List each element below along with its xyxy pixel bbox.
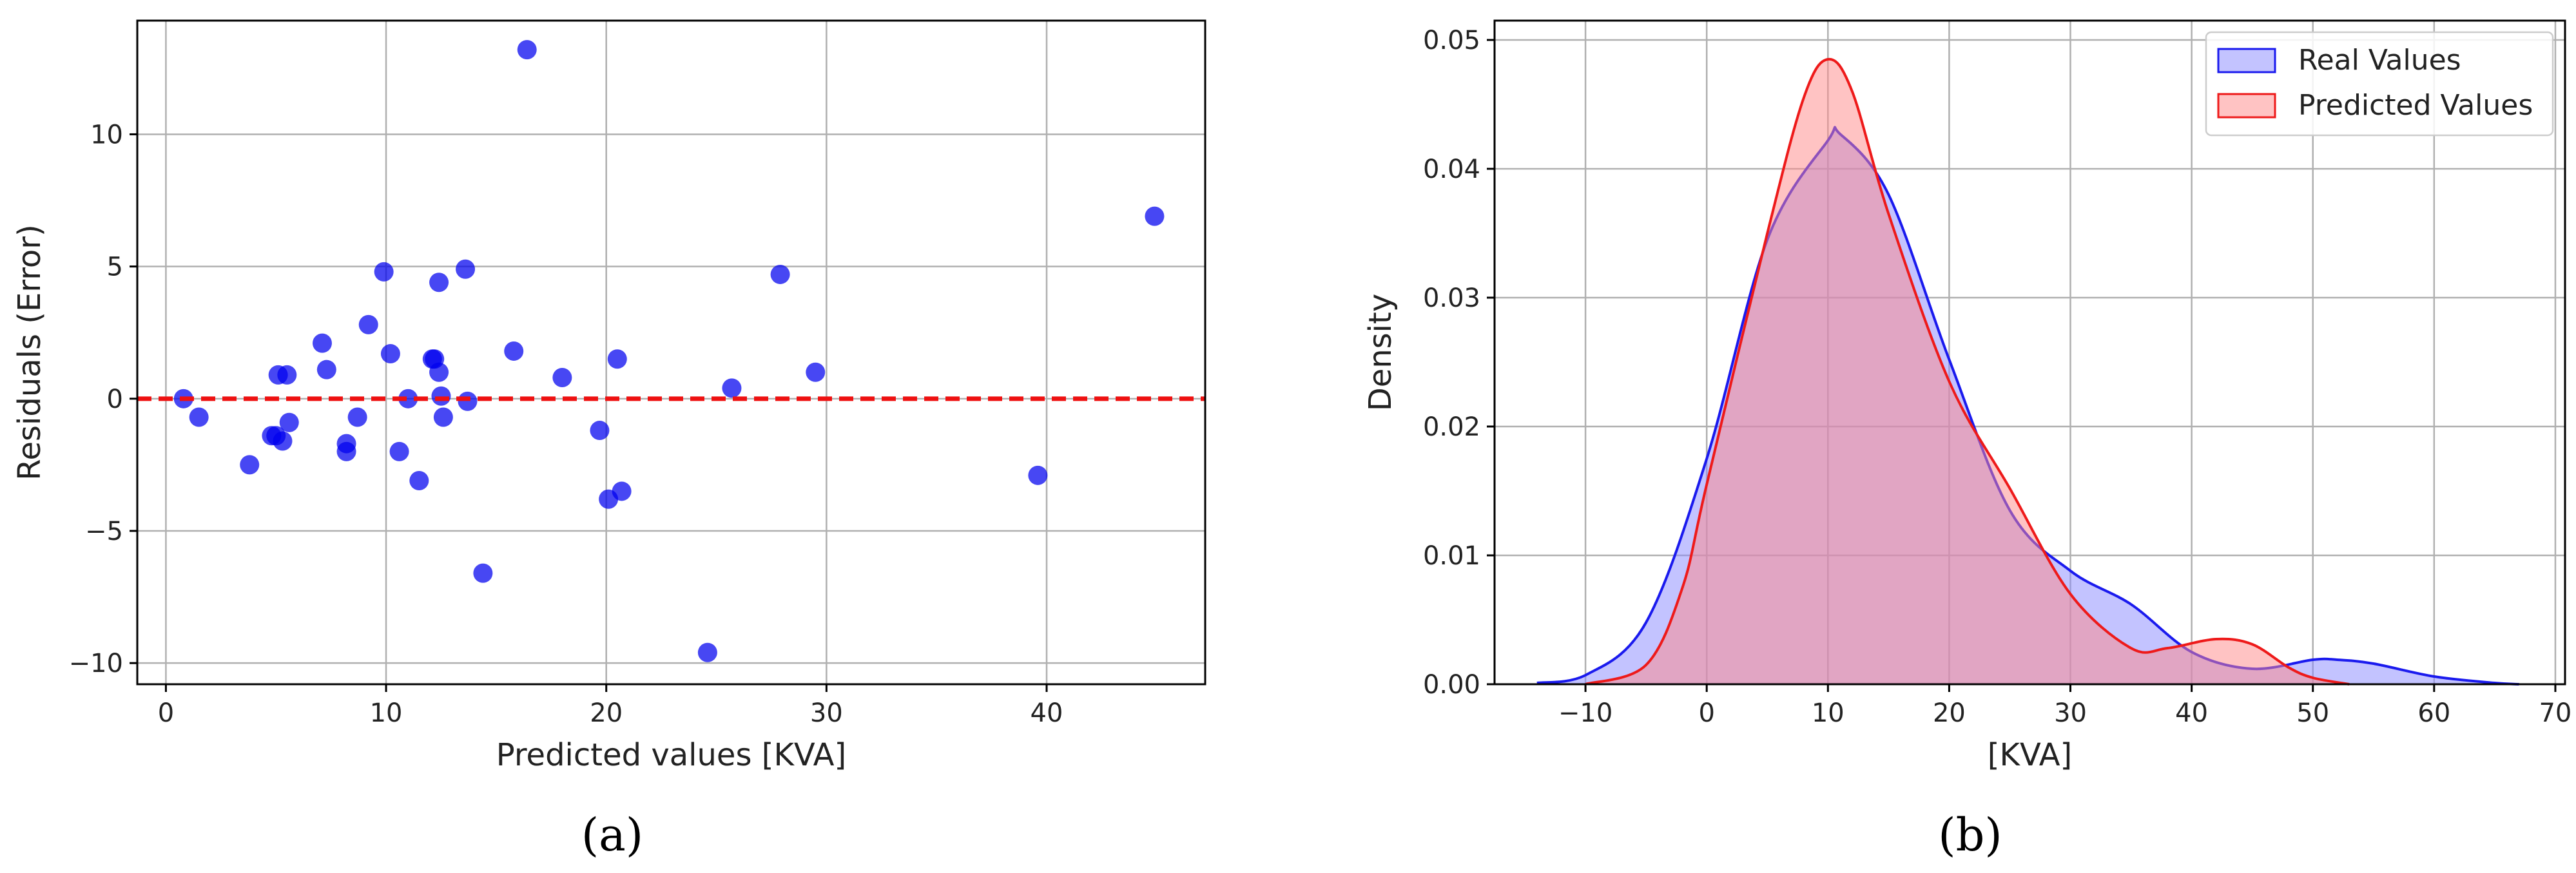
y-tick-label: 10 [90, 120, 123, 149]
residual-point [409, 471, 429, 491]
x-tick-label: 0 [158, 698, 174, 728]
density-area-predicted-values [1585, 59, 2350, 684]
x-tick-label: 20 [590, 698, 623, 728]
residual-point [770, 264, 790, 284]
residual-point [380, 344, 400, 364]
panel-label-a: (a) [581, 809, 643, 861]
x-tick-label: 40 [2175, 698, 2208, 728]
residual-points [173, 40, 1165, 662]
x-tick-label: 20 [1933, 698, 1966, 728]
density-plot: −10 0 10 20 30 40 50 60 70 0.00 0.01 0.02 0.03 0.04 0.… [1362, 19, 2571, 861]
residual-point [429, 362, 449, 382]
residual-point [431, 386, 451, 406]
residual-point [429, 273, 449, 293]
x-tick-label: 50 [2296, 698, 2329, 728]
density-plot-ticks: −10 0 10 20 30 40 50 60 70 0.00 0.01 0.02 0.03 0.04 0.… [1423, 26, 2571, 728]
residual-point [336, 441, 356, 461]
x-tick-label: 70 [2539, 698, 2571, 728]
residual-point [517, 40, 537, 60]
residual-plot-frame [136, 19, 1206, 686]
residual-point [1145, 206, 1165, 226]
x-tick-label: 30 [810, 698, 843, 728]
residual-point [697, 642, 717, 662]
density-areas [1536, 57, 2519, 686]
residual-point [612, 481, 632, 501]
x-tick-label: 30 [2054, 698, 2087, 728]
x-tick-label: −10 [1558, 698, 1612, 728]
residual-point [358, 314, 378, 334]
density-plot-y-axis-label: Density [1362, 294, 1399, 411]
residual-point [316, 360, 336, 379]
y-tick-label: 5 [107, 253, 123, 282]
residual-point [389, 441, 409, 461]
residual-point [458, 391, 478, 411]
x-tick-label: 10 [1812, 698, 1845, 728]
residual-point [398, 389, 418, 408]
density-plot-x-axis-label: [KVA] [1988, 737, 2073, 773]
y-tick-label: 0.00 [1423, 670, 1480, 700]
residual-point [552, 367, 572, 387]
residual-point [590, 421, 610, 441]
density-plot-frame [1493, 19, 2566, 686]
legend-label-predicted-values: Predicted Values [2298, 89, 2533, 122]
density-line-real-values [1536, 126, 2519, 686]
legend-swatch-predicted-values [2217, 93, 2276, 119]
density-line-predicted-values [1585, 57, 2350, 686]
y-tick-label: 0.03 [1423, 283, 1480, 313]
y-tick-label: −5 [85, 517, 123, 546]
density-legend: Real Values Predicted Values [2205, 31, 2554, 137]
residual-point [806, 362, 826, 382]
residual-point [1028, 465, 1048, 485]
y-tick-label: 0 [107, 385, 123, 414]
y-tick-label: 0.02 [1423, 412, 1480, 442]
residual-point [722, 378, 742, 398]
legend-swatch-real-values [2217, 48, 2276, 73]
residual-point [273, 431, 293, 451]
residual-plot-x-axis-label: Predicted values [KVA] [496, 737, 847, 773]
residual-point [347, 407, 367, 427]
residual-point [312, 333, 332, 353]
residual-point [456, 259, 476, 279]
residual-point [504, 341, 524, 361]
residual-plot-y-axis-label: Residuals (Error) [12, 224, 48, 480]
x-tick-label: 60 [2417, 698, 2450, 728]
residual-point [279, 412, 299, 432]
x-tick-label: 0 [1698, 698, 1714, 728]
y-tick-label: 0.04 [1423, 155, 1480, 184]
residual-point [240, 455, 260, 475]
panel-label-b: (b) [1938, 809, 2002, 861]
residual-plot-grid [137, 21, 1205, 684]
residual-scatter-plot: 0 10 20 30 40 −10 −5 0 5 10 Predicted values [KVA… [12, 19, 1206, 861]
x-tick-label: 10 [370, 698, 403, 728]
residual-point [433, 407, 453, 427]
residual-point [473, 563, 493, 583]
residual-plot-ticks: 0 10 20 30 40 −10 −5 0 5 10 [69, 120, 1063, 728]
residual-point [607, 349, 627, 369]
residual-point [189, 407, 209, 427]
legend-box [2205, 31, 2554, 137]
residual-point [374, 262, 394, 282]
y-tick-label: 0.01 [1423, 541, 1480, 571]
x-tick-label: 40 [1031, 698, 1063, 728]
y-tick-label: −10 [69, 649, 123, 678]
residual-point [277, 365, 297, 385]
legend-label-real-values: Real Values [2298, 44, 2461, 77]
y-tick-label: 0.05 [1423, 26, 1480, 55]
